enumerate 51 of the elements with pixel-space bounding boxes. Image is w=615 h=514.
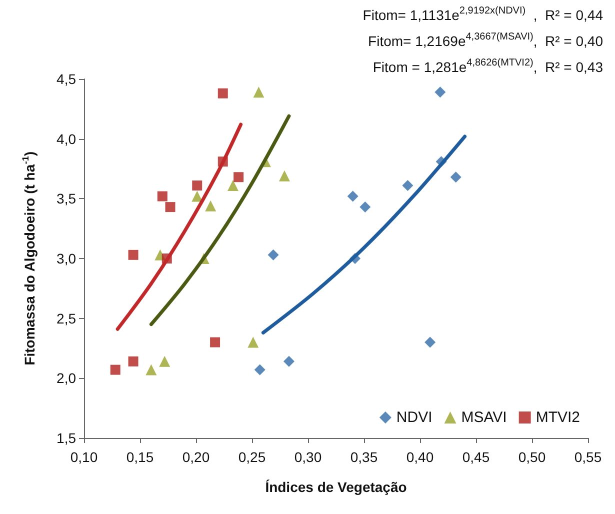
x-axis-title: Índices de Vegetação [265, 479, 407, 495]
y-axis-title: Fitomassa do Algodoeiro (t ha-1) [20, 151, 38, 366]
point [268, 249, 279, 260]
x-tick-label: 0,45 [462, 449, 490, 465]
point [205, 200, 216, 212]
point [278, 170, 290, 182]
point [210, 337, 220, 348]
x-tick-label: 0,50 [518, 449, 546, 465]
x-tick-label: 0,20 [182, 449, 210, 465]
y-tick-label: 2,0 [56, 370, 76, 386]
y-tick-label: 3,5 [56, 190, 76, 207]
point [157, 191, 168, 202]
point [248, 336, 259, 348]
point [234, 172, 244, 182]
x-tick-label: 0,15 [126, 449, 154, 465]
point [192, 180, 202, 191]
point [128, 356, 138, 366]
point [254, 364, 266, 376]
point [434, 86, 446, 98]
y-tick-label: 4,5 [56, 71, 76, 87]
y-tick-label: 1,5 [56, 430, 76, 446]
point [159, 356, 170, 367]
point [227, 180, 238, 192]
point [402, 180, 414, 192]
y-tick-label: 3,0 [56, 250, 76, 266]
legend-label: MTVI2 [536, 409, 580, 426]
point [424, 336, 436, 348]
x-tick-label: 0,55 [574, 449, 602, 465]
x-tick-label: 0,35 [350, 449, 378, 465]
point [218, 88, 228, 98]
point [192, 190, 203, 202]
point [146, 364, 157, 376]
y-tick-label: 2,5 [56, 310, 76, 326]
legend-label: MSAVI [461, 409, 507, 426]
point [128, 250, 138, 260]
point [347, 190, 358, 202]
x-tick-label: 0,30 [294, 449, 322, 465]
point [360, 202, 371, 213]
point [283, 356, 294, 367]
x-tick-label: 0,10 [70, 449, 98, 465]
legend-label: NDVI [396, 409, 432, 426]
line-series [149, 114, 291, 326]
line-series [116, 122, 243, 331]
point [450, 172, 462, 183]
x-tick-label: 0,25 [238, 449, 266, 465]
x-tick-label: 0,40 [406, 449, 434, 465]
y-tick-label: 4,0 [56, 130, 76, 147]
point [110, 364, 120, 375]
point [253, 86, 264, 98]
line-series [261, 134, 467, 334]
point [165, 202, 176, 212]
